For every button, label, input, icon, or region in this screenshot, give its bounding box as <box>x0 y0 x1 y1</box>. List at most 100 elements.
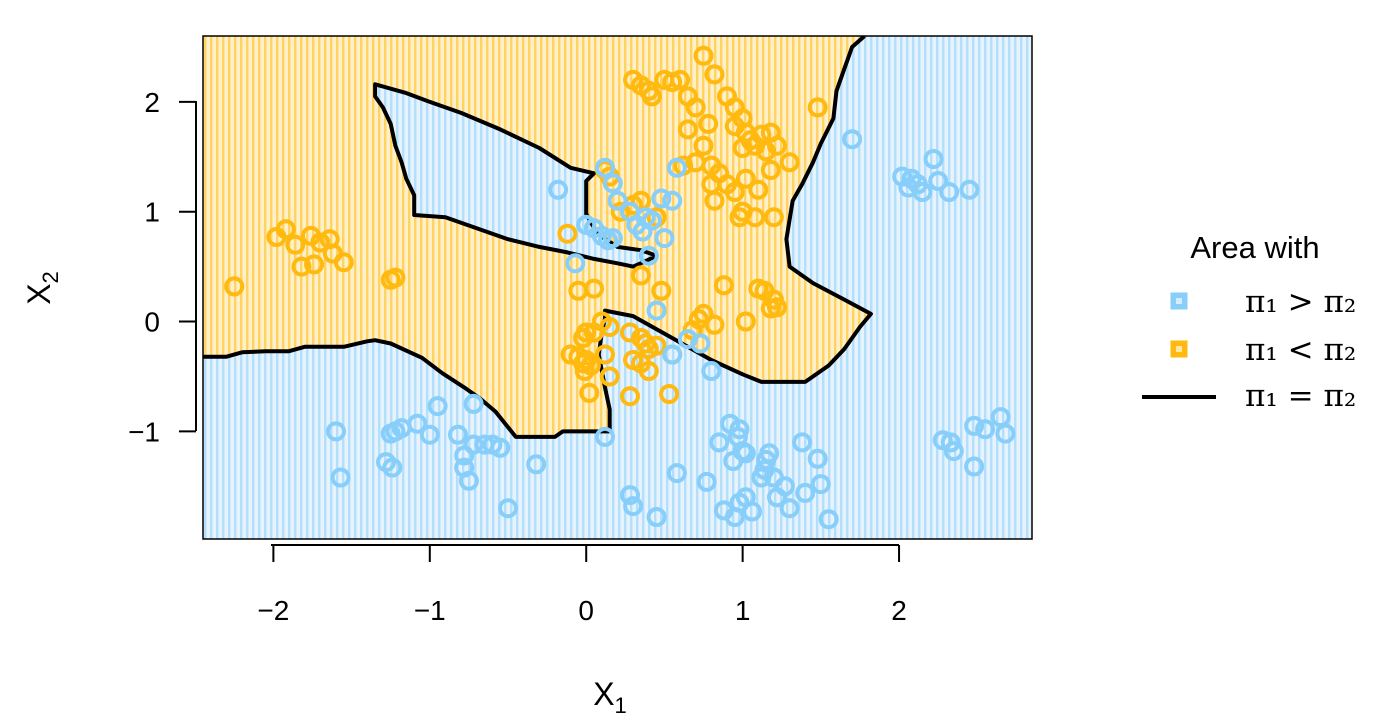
point-class1 <box>330 467 351 488</box>
point-class1 <box>807 448 828 469</box>
point-class1 <box>928 171 949 191</box>
point-class1 <box>427 396 448 417</box>
point-class2 <box>745 207 766 228</box>
point-class1 <box>662 344 683 365</box>
legend-label-class1: π₁ > π₂ <box>1245 284 1356 320</box>
point-class2 <box>693 135 714 156</box>
point-class1 <box>735 487 756 508</box>
point-class1 <box>792 432 813 453</box>
x-tick-label: 2 <box>891 595 907 626</box>
point-class1 <box>779 498 800 519</box>
point-class2 <box>760 160 781 180</box>
y-tick-label: 1 <box>144 197 160 228</box>
y-tick-label: −1 <box>128 416 160 447</box>
point-class2 <box>333 252 354 273</box>
point-class1 <box>654 228 675 249</box>
point-class2 <box>224 276 245 297</box>
point-class2 <box>763 207 784 228</box>
point-class2 <box>557 223 578 244</box>
point-class2 <box>670 69 691 90</box>
point-class2 <box>693 45 714 66</box>
x-tick-label: 0 <box>578 595 594 626</box>
point-class2 <box>310 232 331 253</box>
point-class1 <box>595 426 615 447</box>
legend-label-class2: π₁ < π₂ <box>1245 332 1356 368</box>
point-class1 <box>651 188 672 209</box>
point-class1 <box>646 300 667 321</box>
point-class2 <box>275 219 296 240</box>
point-class1 <box>759 443 780 464</box>
point-class1 <box>638 245 659 266</box>
point-class2 <box>595 344 615 365</box>
plot-area <box>202 35 1033 540</box>
x-tick-label: −1 <box>414 595 446 626</box>
point-class1 <box>964 456 985 477</box>
point-class2 <box>704 314 725 335</box>
point-class2 <box>304 254 325 275</box>
point-class1 <box>382 457 403 478</box>
legend-swatch-class2-inner <box>1176 346 1182 352</box>
point-class1 <box>602 228 623 249</box>
point-class2 <box>807 97 828 118</box>
point-class1 <box>620 485 640 506</box>
point-class2 <box>646 335 667 356</box>
x-tick-label: 1 <box>735 595 751 626</box>
point-class2 <box>385 267 406 288</box>
point-class2 <box>677 119 698 140</box>
y-axis-label: X2 <box>21 271 63 305</box>
x-tick-label: −2 <box>257 595 289 626</box>
point-class1 <box>729 419 750 440</box>
point-class2 <box>291 256 312 277</box>
point-class1 <box>463 393 484 414</box>
point-class1 <box>641 210 662 231</box>
y-axis: −1 0 1 2 X2 <box>21 87 197 447</box>
point-class2 <box>574 361 595 381</box>
point-class2 <box>735 168 756 189</box>
point-class2 <box>285 234 306 255</box>
point-class2 <box>713 275 734 296</box>
point-class1 <box>964 415 985 436</box>
legend-title: Area with <box>1190 230 1319 265</box>
y-tick-label: 2 <box>144 87 160 118</box>
point-class2 <box>599 366 620 387</box>
point-class1 <box>666 463 687 484</box>
points-class1 <box>326 129 1016 530</box>
point-class2 <box>767 135 787 156</box>
point-class1 <box>795 482 816 503</box>
point-class2 <box>704 190 725 211</box>
point-class2 <box>579 382 600 403</box>
point-class2 <box>704 64 725 85</box>
point-class2 <box>767 297 787 318</box>
legend-entry-boundary: π₁ = π₂ <box>1142 378 1356 414</box>
point-class1 <box>490 437 511 458</box>
point-class2 <box>638 361 659 381</box>
legend-label-boundary: π₁ = π₂ <box>1245 378 1356 414</box>
point-class2 <box>732 138 753 158</box>
point-class1 <box>818 509 839 530</box>
point-class1 <box>923 149 944 169</box>
point-class1 <box>842 129 863 150</box>
x-axis-label: X1 <box>593 676 627 718</box>
legend-entry-class1: π₁ > π₂ <box>1170 284 1356 320</box>
point-class1 <box>326 421 346 442</box>
region-class1-island <box>375 84 657 267</box>
point-class2 <box>685 97 706 118</box>
point-class1 <box>939 182 960 202</box>
point-class1 <box>463 434 484 455</box>
point-class1 <box>458 470 479 491</box>
point-class1 <box>623 496 644 517</box>
point-class1 <box>701 361 722 381</box>
point-class1 <box>735 443 756 464</box>
plot-frame <box>202 35 1033 540</box>
points-class2 <box>224 45 828 407</box>
point-class2 <box>568 280 589 301</box>
point-class1 <box>943 441 964 462</box>
legend-entry-class2: π₁ < π₂ <box>1170 332 1356 368</box>
point-class2 <box>659 384 680 404</box>
point-class1 <box>646 507 667 527</box>
legend-swatch-class1-inner <box>1176 298 1182 304</box>
point-class2 <box>748 179 769 200</box>
point-class1 <box>595 157 615 178</box>
point-class1 <box>709 432 730 453</box>
